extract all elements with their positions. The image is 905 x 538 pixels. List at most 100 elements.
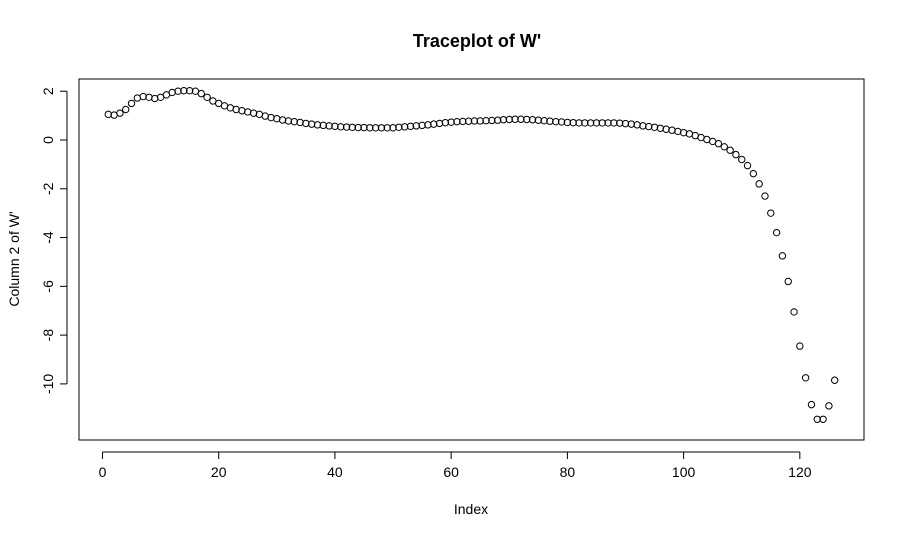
data-point — [435, 119, 444, 128]
data-point — [354, 123, 362, 132]
x-tick-label: 120 — [788, 464, 812, 480]
data-point — [395, 123, 403, 131]
x-tick-label: 40 — [327, 464, 343, 480]
data-point — [825, 402, 833, 410]
data-point — [552, 117, 560, 126]
data-point — [482, 117, 490, 125]
data-point — [738, 155, 746, 164]
data-point — [244, 108, 252, 116]
data-point — [313, 121, 322, 129]
data-point — [151, 94, 159, 103]
data-point — [621, 119, 630, 128]
x-tick-label: 0 — [99, 464, 107, 480]
data-point — [331, 122, 339, 131]
data-point — [796, 342, 804, 350]
y-axis: 2 0 -2 -4 -6 -8 -10 — [40, 87, 68, 394]
data-point — [523, 115, 531, 124]
y-tick-label: -6 — [40, 280, 56, 293]
data-point — [557, 118, 566, 126]
data-point — [180, 87, 188, 95]
data-point — [645, 122, 653, 131]
x-tick-label: 80 — [560, 464, 576, 480]
data-point — [203, 93, 211, 101]
data-point — [575, 119, 583, 127]
data-point — [238, 107, 246, 115]
plot-frame — [78, 78, 865, 441]
y-tick-label: -10 — [40, 374, 56, 394]
data-point — [674, 127, 682, 136]
y-tick-label: 2 — [40, 87, 56, 95]
data-point — [249, 109, 258, 117]
x-tick-label: 20 — [211, 464, 227, 480]
data-point — [569, 118, 577, 127]
data-point — [772, 228, 781, 237]
data-point — [267, 113, 275, 122]
data-point — [116, 109, 124, 117]
data-point — [743, 161, 752, 170]
data-point — [377, 124, 386, 132]
data-point — [511, 115, 519, 123]
data-point — [337, 123, 345, 131]
data-point — [400, 123, 409, 131]
data-point — [767, 209, 775, 217]
data-point — [749, 169, 758, 178]
data-point — [714, 139, 723, 148]
data-point — [801, 374, 810, 382]
data-point — [185, 87, 194, 95]
data-point — [447, 118, 455, 126]
data-point — [639, 122, 647, 130]
data-point — [819, 415, 827, 423]
data-point — [627, 120, 636, 128]
data-point — [139, 92, 147, 101]
data-point — [778, 252, 787, 260]
data-point — [412, 122, 420, 130]
x-axis: 0 20 40 60 80 100 120 — [99, 451, 812, 480]
y-tick-label: -2 — [40, 182, 56, 195]
data-point — [418, 121, 426, 130]
chart-title: Traceplot of W' — [413, 31, 541, 51]
data-point — [604, 119, 612, 127]
data-point — [122, 105, 130, 114]
data-point — [360, 123, 368, 132]
data-point — [517, 115, 525, 123]
data-point — [174, 87, 182, 95]
data-point — [325, 122, 333, 130]
data-point — [424, 121, 432, 129]
data-point — [761, 192, 769, 200]
data-point — [441, 118, 450, 127]
data-point — [540, 117, 548, 125]
data-point — [679, 128, 688, 137]
y-tick-label: -8 — [40, 329, 56, 342]
data-point — [406, 122, 415, 131]
data-point — [668, 126, 676, 134]
data-point — [807, 400, 816, 409]
data-point — [197, 89, 205, 98]
data-point — [389, 124, 397, 132]
x-tick-label: 100 — [672, 464, 696, 480]
data-point — [499, 116, 508, 124]
data-point — [581, 119, 589, 127]
data-point — [726, 146, 734, 154]
x-axis-label: Index — [454, 501, 488, 517]
data-point — [168, 88, 176, 97]
y-axis-label: Column 2 of W' — [6, 211, 22, 306]
data-point — [319, 121, 328, 130]
data-point — [488, 116, 496, 125]
data-point — [563, 118, 572, 127]
data-point — [598, 119, 606, 127]
data-point — [615, 119, 624, 127]
x-tick-label: 60 — [443, 464, 459, 480]
data-point — [505, 115, 513, 124]
data-point — [493, 116, 502, 124]
data-point — [476, 117, 484, 125]
data-point — [656, 124, 665, 132]
data-point — [342, 123, 351, 131]
data-point — [273, 115, 281, 123]
data-point — [464, 117, 473, 125]
data-point — [453, 117, 461, 126]
data-point — [732, 150, 740, 159]
data-point — [790, 308, 798, 316]
data-point — [470, 117, 479, 125]
data-point — [662, 125, 670, 133]
